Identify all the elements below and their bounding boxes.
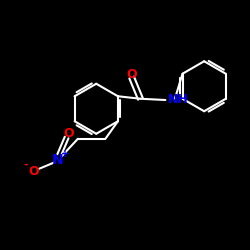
Text: O: O bbox=[29, 165, 40, 178]
Text: NH: NH bbox=[168, 94, 189, 106]
Text: -: - bbox=[24, 160, 28, 170]
Text: +: + bbox=[61, 149, 69, 159]
Text: N: N bbox=[52, 153, 64, 167]
Text: O: O bbox=[126, 68, 137, 81]
Text: O: O bbox=[63, 127, 74, 140]
